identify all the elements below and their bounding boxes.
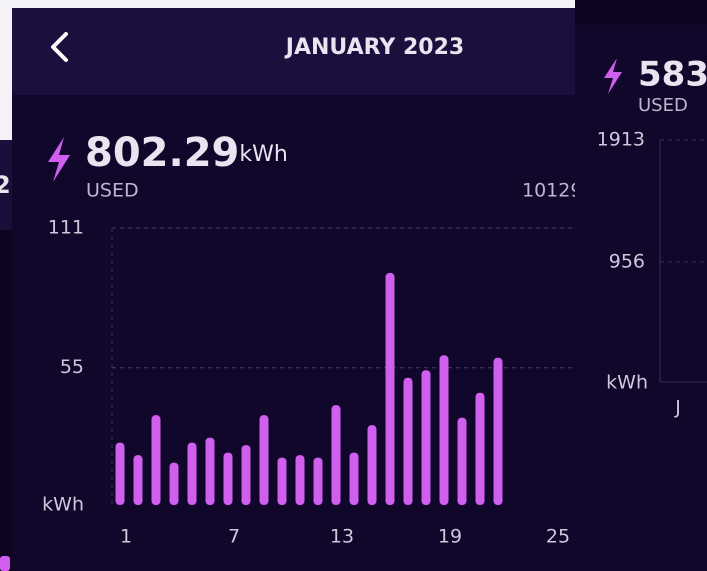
- bar: [475, 392, 485, 505]
- top-edge: [0, 0, 575, 8]
- left-edge: [0, 0, 12, 140]
- bar: [349, 452, 359, 505]
- bar: [403, 377, 413, 505]
- bar: [493, 357, 503, 505]
- x-tick-label: 19: [438, 526, 462, 548]
- bar: [115, 442, 125, 505]
- right-y-tick: 956: [609, 251, 645, 273]
- bar: [385, 272, 395, 505]
- bolt-icon: [604, 58, 622, 94]
- bar: [187, 442, 197, 505]
- summary-unit: kWh: [239, 142, 287, 167]
- bar: [151, 415, 161, 505]
- x-tick-label: 7: [228, 526, 240, 548]
- y-tick-label: 111: [48, 217, 84, 239]
- bolt-icon: [48, 137, 70, 182]
- right-card: [575, 25, 707, 571]
- bar: [277, 457, 287, 505]
- y-tick-label: 55: [60, 356, 84, 378]
- right-x-tick: J: [674, 397, 681, 419]
- y-tick-label: kWh: [42, 494, 84, 516]
- x-tick-label: 25: [546, 526, 570, 548]
- bar: [133, 455, 143, 505]
- right-card-label: USED: [638, 95, 688, 116]
- header-title: JANUARY 2023: [284, 35, 464, 60]
- bar: [223, 452, 233, 505]
- summary-right-value: 10129: [522, 180, 582, 202]
- bar: [313, 457, 323, 505]
- bar: [295, 455, 305, 505]
- header-bar: [12, 8, 575, 95]
- left-card: [0, 140, 12, 230]
- bar: [205, 437, 215, 505]
- bar: [241, 445, 251, 505]
- left-card-text: 20: [0, 171, 27, 199]
- bar: [439, 355, 449, 505]
- summary-value: 802.29kWh: [85, 130, 288, 176]
- right-card-value: 583: [638, 55, 707, 95]
- summary-number: 802.29: [85, 130, 239, 176]
- x-tick-label: 1: [120, 526, 132, 548]
- summary-label: USED: [86, 180, 139, 202]
- back-button[interactable]: [51, 32, 68, 62]
- bar: [367, 425, 377, 505]
- plot: kWh551111713192531: [42, 217, 575, 548]
- bar: [457, 417, 467, 505]
- bar: [331, 405, 341, 505]
- bar: [169, 462, 179, 505]
- x-tick-label: 13: [330, 526, 354, 548]
- right-y-tick: kWh: [606, 372, 648, 394]
- bar: [421, 370, 431, 505]
- left-card-bar: [0, 556, 10, 571]
- bar: [259, 415, 269, 505]
- right-y-tick: 1913: [597, 129, 645, 151]
